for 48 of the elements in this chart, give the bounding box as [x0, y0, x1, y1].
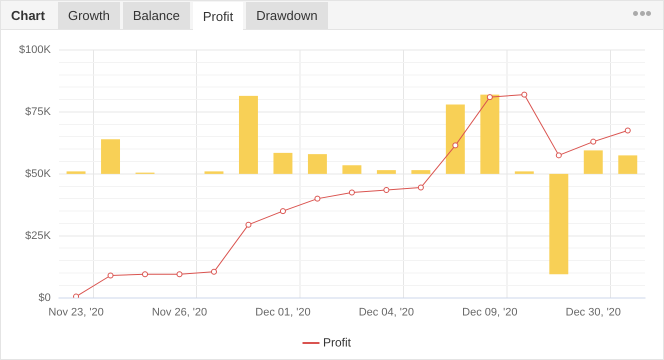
bar: [273, 152, 292, 174]
x-tick-label: Dec 04, '20: [358, 306, 414, 318]
bar: [514, 171, 534, 174]
point: [486, 94, 493, 100]
bar: [480, 94, 500, 174]
point: [314, 196, 320, 202]
bar: [618, 155, 638, 174]
bar: [342, 165, 362, 174]
legend-label: Profit: [322, 335, 352, 350]
point: [176, 271, 182, 278]
point: [624, 128, 631, 134]
x-tick-label: Dec 01, '20: [255, 306, 311, 318]
bar: [446, 104, 465, 174]
point: [418, 184, 424, 191]
x-tick-label: Dec 30, '20: [566, 306, 621, 318]
x-tick-label: Nov 23, '20: [48, 306, 104, 318]
point: [142, 271, 148, 278]
bar: [204, 171, 224, 174]
y-tick-label: $25K: [25, 230, 52, 242]
point: [383, 187, 390, 194]
point: [348, 189, 355, 196]
bar: [411, 170, 430, 174]
bar: [66, 171, 86, 174]
point: [245, 222, 252, 228]
bar: [584, 150, 603, 174]
x-tick-label: Dec 09, '20: [462, 306, 518, 318]
point: [210, 268, 217, 275]
x-tick-label: Nov 26, '20: [152, 306, 208, 318]
text: Balance: [122, 2, 190, 29]
point: [452, 142, 458, 148]
bar: [238, 96, 258, 174]
point: [280, 208, 286, 214]
y-tick-label: $100K: [18, 44, 52, 56]
text: Drawdown: [246, 2, 328, 29]
bar: [101, 139, 120, 174]
text: Profit: [192, 2, 244, 30]
text: Growth: [58, 2, 120, 29]
point: [590, 138, 596, 145]
y-tick-label: $75K: [25, 106, 52, 118]
bar: [376, 170, 396, 174]
y-tick-label: $50K: [25, 168, 52, 180]
point: [521, 92, 528, 98]
point: [556, 152, 562, 158]
bar: [308, 154, 327, 174]
text: Chart: [10, 7, 46, 25]
point: [108, 272, 114, 278]
y-tick-label: $0: [38, 292, 51, 304]
bar: [549, 174, 568, 274]
